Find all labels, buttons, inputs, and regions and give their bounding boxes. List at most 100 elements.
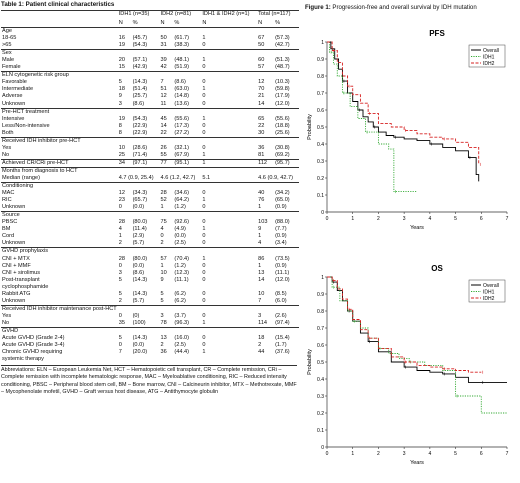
section-label: GVHD prophylaxis [1, 247, 118, 256]
table-cell: 0 [202, 290, 206, 297]
table-cell: 36 [160, 349, 167, 356]
row-label: Post-transplant [2, 276, 40, 283]
table-cell: (1.2) [174, 262, 186, 269]
table-row: PBSC 28 (80.0) 75 (92.6) 0 103 (88.0) [1, 219, 299, 226]
table-cell: 70 [258, 86, 265, 93]
row-label: Adverse [2, 93, 23, 100]
y-tick-label: 0.8 [317, 74, 324, 80]
table-cell: 0 [118, 262, 122, 269]
table-cell: (57.1) [132, 57, 148, 64]
x-tick-label: 7 [506, 216, 509, 222]
table-cell: (6.0) [275, 297, 287, 304]
row-label: Both [2, 129, 14, 136]
table-cell: (59.8) [275, 86, 290, 93]
row-label: Unknown [2, 204, 26, 211]
row-label: cyclophosphamide [2, 283, 49, 290]
table-cell: 25 [118, 151, 125, 158]
row-label: CNI + sirolimus [2, 269, 41, 276]
table-cell: (8.6) [174, 79, 186, 86]
legend-label: IDH1 [483, 289, 495, 295]
table-cell: (34.3) [132, 190, 148, 197]
table-cell: 36 [258, 144, 265, 151]
table-cell: 1 [201, 158, 258, 168]
empty-cell [117, 136, 299, 145]
table-cell: (0.9) [275, 233, 287, 240]
table-cell: 50 [258, 42, 265, 49]
x-tick-label: 2 [377, 451, 380, 457]
table-row: No 35 (100) 78 (96.3) 1 114 (97.4) [1, 320, 299, 328]
y-axis-label: Probability [307, 349, 313, 375]
table-cell: 15 [118, 64, 125, 71]
table-row: Unknown 0 (0.0) 1 (1.2) 0 1 (0.9) [1, 204, 299, 212]
row-label: Yes [2, 312, 12, 319]
table-cell: 5 [118, 290, 122, 297]
table-cell: 11 [160, 100, 167, 107]
subheader-cell: N [117, 20, 132, 29]
table-cell: 0 [118, 204, 122, 211]
table-cell: (71.4) [132, 151, 148, 158]
table-cell: (14.3) [132, 276, 148, 283]
table-cell: 23 [118, 197, 125, 204]
table-cell: 112 [257, 158, 275, 168]
y-tick-label: 0.5 [317, 125, 324, 131]
table-cell: 0 [202, 190, 206, 197]
table-cell: (15.4) [275, 335, 290, 342]
subheader-cell: % [131, 20, 160, 29]
table-cell: (0.0) [174, 233, 186, 240]
table-cell: 1 [202, 226, 206, 233]
legend-label: Overall [483, 48, 499, 54]
table-cell: (28.6) [132, 144, 148, 151]
table-cell: 1 [258, 262, 262, 269]
row-label: Rabbit ATG [2, 290, 31, 297]
table-cell: (22.9) [132, 122, 148, 129]
table-cell: 1 [202, 86, 206, 93]
table-row: Intermediate 18 (51.4) 51 (63.0) 1 70 (59.8) [1, 86, 299, 93]
table-cell: 0 [118, 312, 122, 319]
table-cell: (2.9) [132, 233, 145, 240]
table-cell: (2.6) [275, 312, 287, 319]
table-cell: 14 [160, 122, 167, 129]
table-cell: (25.7) [132, 93, 148, 100]
table-row: MAC 12 (34.3) 28 (34.6) 0 40 (34.2) [1, 190, 299, 197]
table-cell: (64.2) [174, 197, 189, 204]
table-cell: 1 [202, 115, 206, 122]
table-cell: 1 [202, 349, 206, 356]
table-cell: 114 [258, 319, 268, 326]
table-cell: 10 [258, 290, 265, 297]
row-label: Intermediate [2, 86, 34, 93]
table-cell: 7 [160, 79, 164, 86]
table-cell: (37.6) [275, 349, 290, 356]
table-cell: 21 [258, 93, 265, 100]
table-cell: 4.6 (1.2, 42.7) [160, 174, 196, 181]
table-cell: 10 [118, 144, 125, 151]
table-cell: 0 [202, 129, 206, 136]
patient-characteristics-table: IDH1 (n=35) IDH2 (n=81) IDH1 & IDH2 (n=1) T… [1, 10, 299, 363]
table-row: CNI + MTX 28 (80.0) 57 (70.4) 1 86 (73.5) [1, 256, 299, 263]
table-cell: 57 [258, 64, 265, 71]
table-cell: (22.9) [132, 129, 148, 136]
section-label: Conditioning [1, 182, 118, 191]
chart-title: PFS [429, 29, 445, 38]
row-label: MAC [2, 190, 15, 197]
empty-cell [117, 71, 299, 80]
y-tick-label: 0.7 [317, 91, 324, 97]
table-cell: 1 [202, 255, 206, 262]
table-cell: 12 [160, 93, 167, 100]
table-row: Post-transplant 5 (14.3) 9 (11.1) 0 14 (12.0) [1, 277, 299, 284]
subheader-cell: N [159, 20, 174, 29]
y-tick-label: 0.7 [317, 326, 324, 332]
empty-cell [117, 166, 299, 175]
section-label: Received IDH inhibitor pre-HCT [1, 136, 118, 145]
table-cell: 39 [160, 57, 167, 64]
table-cell: 28 [118, 255, 125, 262]
table-cell: (42.9) [132, 64, 148, 71]
row-label: Intensive [2, 115, 25, 122]
table-cell: 2 [160, 240, 164, 247]
table-cell: (0.9) [275, 204, 287, 211]
table-cell: 0 [202, 42, 206, 49]
header-cell: IDH1 & IDH2 (n=1) [201, 10, 258, 20]
table-cell: 30 [258, 129, 265, 136]
table-row: Adverse 9 (25.7) 12 (14.8) 0 21 (17.9) [1, 93, 299, 100]
table-cell: 2 [118, 297, 122, 304]
row-label: systemic therapy [2, 356, 44, 363]
